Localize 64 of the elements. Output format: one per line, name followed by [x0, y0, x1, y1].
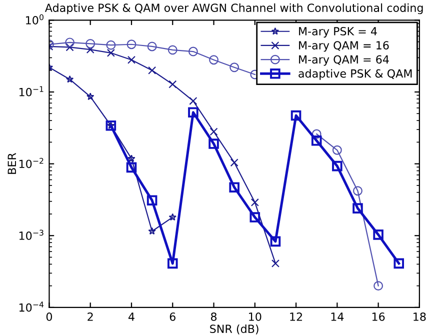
legend-label: M-ary QAM = 64 — [299, 55, 389, 66]
point — [250, 212, 260, 222]
point — [127, 56, 136, 64]
x-tick-label: 18 — [414, 312, 426, 321]
point — [270, 236, 281, 247]
point — [373, 230, 384, 240]
point — [66, 43, 74, 52]
point — [352, 203, 363, 214]
point — [86, 46, 94, 54]
y-axis-title: BER — [8, 152, 16, 174]
point — [210, 128, 218, 136]
point — [188, 107, 198, 118]
legend-label: adaptive PSK & QAM — [298, 69, 412, 80]
point — [332, 160, 342, 172]
legend-label: M-ary PSK = 4 — [299, 27, 377, 38]
point — [148, 227, 156, 235]
point — [188, 46, 198, 56]
x-tick-label: 12 — [290, 312, 302, 321]
point — [167, 258, 178, 269]
point — [290, 110, 302, 121]
x-tick-label: 8 — [210, 312, 217, 321]
x-tick-label: 16 — [372, 312, 385, 321]
point — [66, 75, 74, 83]
x-tick-label: 0 — [46, 312, 52, 321]
y-tick-label: 10$^{−3}$ — [19, 230, 44, 240]
point — [230, 62, 240, 72]
point — [86, 92, 94, 100]
point — [394, 258, 404, 269]
x-axis-title: SNR (dB) — [210, 324, 258, 334]
point — [147, 42, 157, 52]
point — [168, 45, 178, 55]
chart-title: Adaptive PSK & QAM over AWGN Channel with Convolutional coding — [44, 3, 423, 14]
point — [65, 38, 75, 48]
y-tick-label: 10$^{−1}$ — [19, 86, 44, 96]
point — [250, 198, 259, 206]
x-tick-label: 4 — [128, 312, 134, 321]
x-tick-label: 10 — [249, 312, 262, 321]
point — [189, 96, 198, 105]
point — [168, 80, 177, 88]
point — [126, 162, 137, 173]
point — [126, 40, 136, 50]
point — [209, 55, 218, 65]
point — [230, 158, 238, 167]
point — [86, 38, 96, 48]
point — [106, 40, 116, 50]
point — [106, 48, 115, 57]
x-tick-label: 6 — [170, 312, 176, 321]
point — [128, 154, 136, 162]
legend-label: M-ary QAM = 16 — [299, 41, 389, 52]
point — [168, 213, 176, 221]
point — [311, 136, 322, 146]
point — [146, 195, 158, 206]
x-tick-label: 14 — [331, 312, 344, 321]
point — [208, 138, 219, 149]
point — [332, 145, 342, 155]
y-tick-label: 10$^{−2}$ — [19, 158, 44, 168]
point — [353, 186, 362, 196]
y-tick-label: 10$^{−4}$ — [19, 302, 44, 312]
point — [148, 66, 156, 74]
point — [374, 281, 384, 291]
x-tick-label: 2 — [88, 312, 93, 321]
point — [229, 182, 240, 192]
point — [271, 259, 280, 268]
y-tick-label: 10$^{0}$ — [26, 14, 44, 24]
